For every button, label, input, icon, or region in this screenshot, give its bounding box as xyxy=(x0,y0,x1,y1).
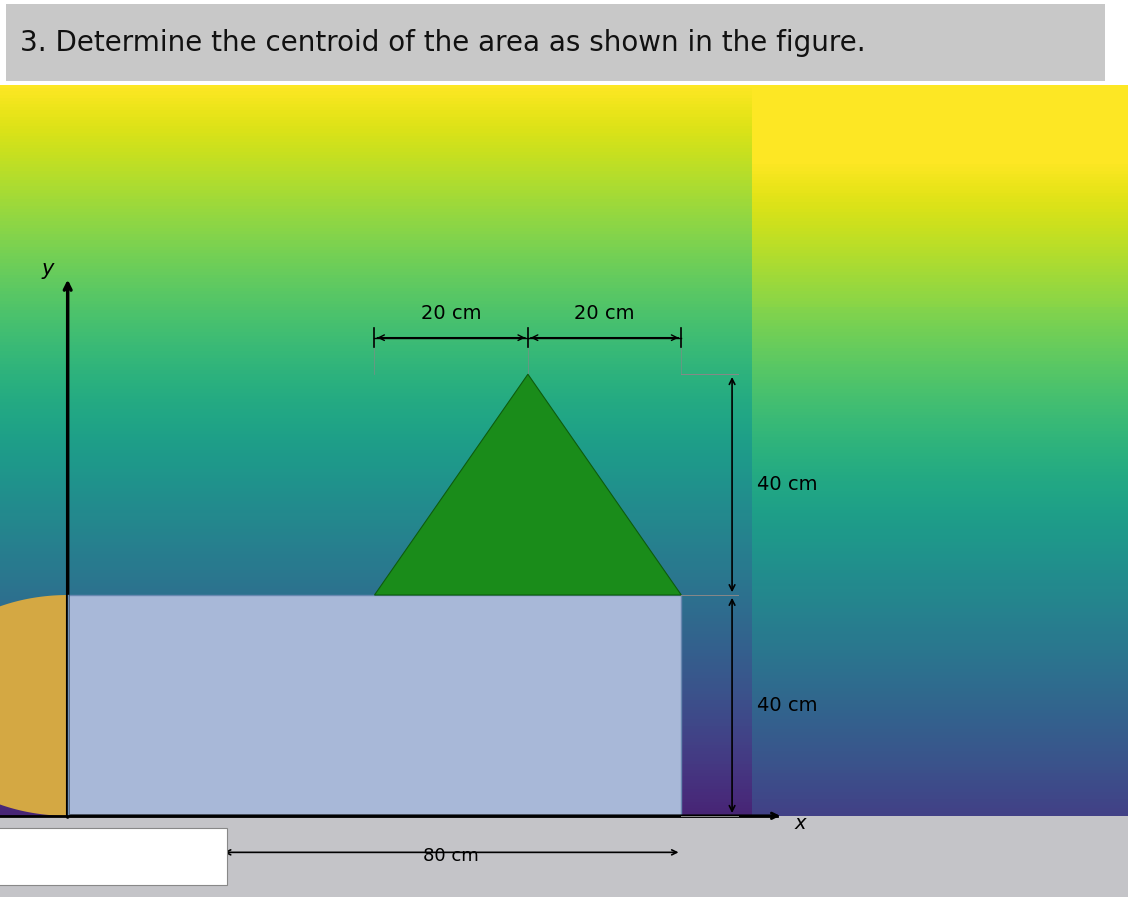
Polygon shape xyxy=(0,595,68,816)
Text: 3. Determine the centroid of the area as shown in the figure.: 3. Determine the centroid of the area as… xyxy=(20,29,866,57)
Text: x: x xyxy=(794,814,805,833)
Text: 80 cm: 80 cm xyxy=(423,848,479,866)
Bar xyxy=(0,828,227,884)
Polygon shape xyxy=(374,374,681,595)
Bar xyxy=(68,595,681,816)
Bar xyxy=(0,816,1128,897)
Text: 40 cm: 40 cm xyxy=(757,475,818,494)
Text: 20 cm: 20 cm xyxy=(574,304,635,323)
Text: 20 cm: 20 cm xyxy=(421,304,482,323)
Text: 40 cm: 40 cm xyxy=(757,696,818,715)
Text: y: y xyxy=(42,258,53,279)
Text: 20 cm: 20 cm xyxy=(116,848,173,866)
